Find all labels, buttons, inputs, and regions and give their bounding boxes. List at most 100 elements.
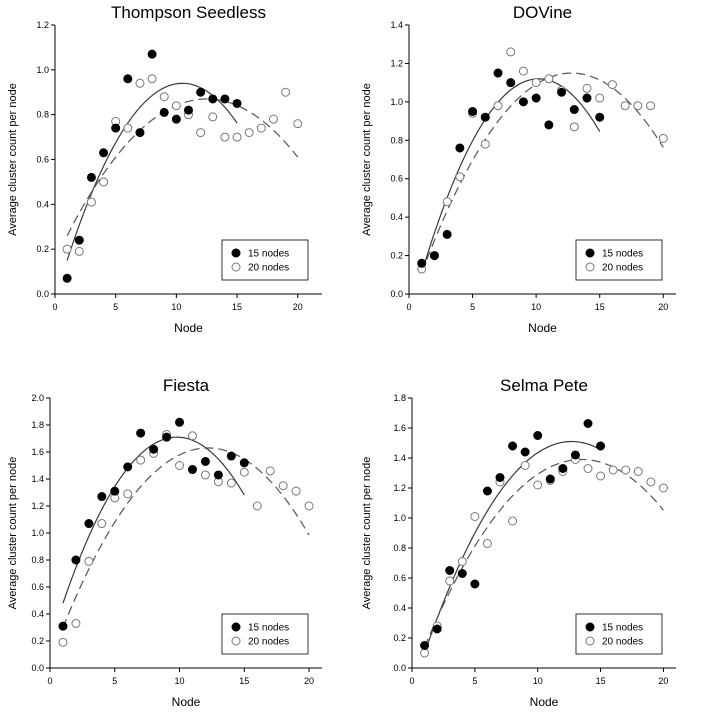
y-tick-label: 0.2 [31,636,44,646]
fit-curve-15-nodes [66,82,238,261]
x-tick-label: 10 [175,676,185,686]
data-point-20-nodes [256,123,266,133]
x-tick-label: 20 [293,302,303,312]
data-point-20-nodes [508,516,518,526]
data-point-15-nodes [596,441,606,451]
x-tick-label: 20 [658,676,668,686]
y-tick-label: 1.2 [36,20,49,30]
data-point-15-nodes [175,417,185,427]
y-tick-label: 0.2 [390,251,403,261]
data-point-20-nodes [278,481,288,491]
data-point-15-nodes [482,486,492,496]
x-tick-label: 15 [596,676,606,686]
data-point-15-nodes [97,492,107,502]
data-point-20-nodes [171,101,181,111]
data-point-15-nodes [468,106,478,116]
y-tick-label: 1.0 [31,528,44,538]
data-point-15-nodes [417,258,427,268]
data-point-20-nodes [291,486,301,496]
y-tick-label: 1.8 [393,393,406,403]
data-point-20-nodes [595,93,605,103]
fit-curve-15-nodes [62,436,245,604]
chart-title: Selma Pete [500,376,588,395]
data-point-15-nodes [493,68,503,78]
legend-label-15-nodes: 15 nodes [602,249,643,260]
y-tick-label: 0.4 [390,212,403,222]
y-tick-label: 1.2 [393,483,406,493]
y-tick-label: 1.4 [390,20,403,30]
y-tick-label: 0.0 [31,663,44,673]
fit-curve-15-nodes [421,78,601,274]
y-tick-label: 0.8 [36,110,49,120]
y-tick-label: 0.0 [390,289,403,299]
data-point-20-nodes [304,501,314,511]
data-point-15-nodes [200,456,210,466]
data-point-20-nodes [620,101,630,111]
data-point-20-nodes [226,478,236,488]
data-point-15-nodes [123,74,133,84]
data-point-20-nodes [220,132,230,142]
data-point-15-nodes [569,105,579,115]
data-point-15-nodes [545,474,555,484]
data-point-15-nodes [470,579,480,589]
y-tick-label: 0.6 [393,573,406,583]
x-tick-label: 0 [47,676,52,686]
y-tick-label: 2.0 [31,393,44,403]
data-point-15-nodes [420,641,430,650]
x-tick-label: 15 [239,676,249,686]
legend-box [221,613,309,655]
data-point-20-nodes [455,172,465,182]
data-point-20-nodes [71,618,81,628]
data-point-20-nodes [633,467,643,476]
data-point-15-nodes [570,450,580,460]
data-point-15-nodes [495,473,505,482]
y-tick-label: 1.6 [31,447,44,457]
data-point-20-nodes [646,477,656,487]
y-tick-label: 1.8 [31,420,44,430]
data-point-20-nodes [607,80,617,90]
data-point-15-nodes [110,486,120,496]
y-tick-label: 0.4 [36,199,49,209]
data-point-15-nodes [457,569,467,578]
data-point-20-nodes [123,123,133,133]
data-point-20-nodes [658,483,668,493]
data-point-15-nodes [455,143,465,153]
legend-label-20-nodes: 20 nodes [248,263,289,274]
y-axis-label: Average cluster count per node [7,457,19,610]
data-point-15-nodes [533,431,543,440]
data-point-20-nodes [480,139,490,149]
y-tick-label: 0.0 [36,289,49,299]
data-point-15-nodes [58,621,68,631]
y-tick-label: 0.8 [393,543,406,553]
data-point-20-nodes [518,66,528,76]
fit-curve-20-nodes [62,447,310,628]
data-point-15-nodes [429,251,439,261]
legend-label-15-nodes: 15 nodes [248,623,289,634]
x-tick-label: 0 [52,302,57,312]
x-tick-label: 5 [470,302,475,312]
y-tick-label: 0.6 [36,155,49,165]
x-tick-label: 15 [595,302,605,312]
data-point-20-nodes [159,92,169,102]
data-point-20-nodes [196,128,206,138]
data-point-20-nodes [187,431,197,441]
data-point-20-nodes [244,128,254,138]
y-tick-label: 0.6 [31,582,44,592]
y-tick-label: 1.4 [393,453,406,463]
chart-panel-1: Thompson Seedless 0.0 0.2 0.4 0.6 0.8 1.0 1.2 0 5… [7,3,322,335]
y-tick-label: 0.0 [393,663,406,673]
data-point-15-nodes [232,98,242,108]
legend-marker-20-nodes [231,636,241,646]
chart-title: DOVine [513,3,572,22]
legend-box [575,613,663,655]
data-point-20-nodes [74,246,84,256]
x-tick-label: 5 [472,676,477,686]
data-point-20-nodes [123,489,133,499]
legend-marker-15-nodes [231,622,241,632]
y-tick-label: 1.4 [31,474,44,484]
data-point-15-nodes [187,465,197,475]
data-point-15-nodes [220,94,230,104]
data-point-20-nodes [520,461,530,470]
data-point-15-nodes [445,566,455,575]
